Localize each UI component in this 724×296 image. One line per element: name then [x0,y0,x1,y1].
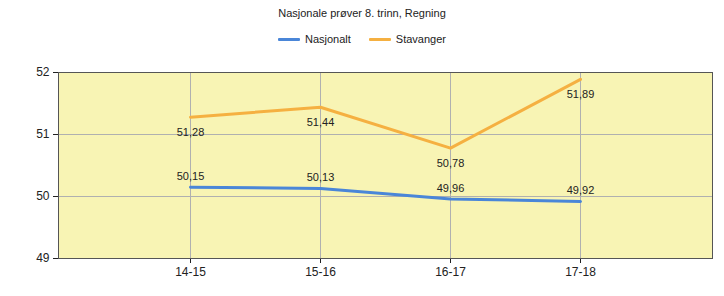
svg-text:49,96: 49,96 [437,182,465,194]
svg-text:50: 50 [36,189,50,203]
html-text:Stavanger: Stavanger [395,33,446,45]
svg-text:49: 49 [36,251,50,265]
svg-text:51,28: 51,28 [177,126,205,138]
svg-text:49,92: 49,92 [567,184,595,196]
svg-text:51,89: 51,89 [567,88,595,100]
svg-text:16-17: 16-17 [435,265,466,279]
svg-text:17-18: 17-18 [565,265,596,279]
svg-text:50,13: 50,13 [307,171,335,183]
svg-text:50,15: 50,15 [177,170,205,182]
svg-text:51: 51 [36,127,50,141]
svg-text:52: 52 [36,65,50,79]
svg-text:15-16: 15-16 [305,265,336,279]
svg-text:51,44: 51,44 [307,116,335,128]
svg-text:14-15: 14-15 [175,265,206,279]
html-text:Nasjonale prøver 8. trinn, Reg: Nasjonale prøver 8. trinn, Regning [278,7,446,19]
html-text:Nasjonalt: Nasjonalt [305,33,351,45]
svg-text:50,78: 50,78 [437,157,465,169]
